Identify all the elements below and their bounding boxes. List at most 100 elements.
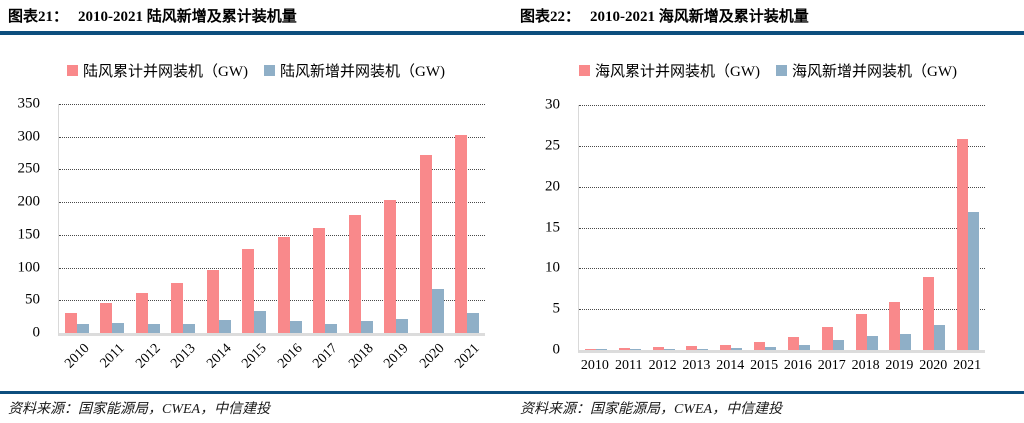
bar-cumulative-2017	[313, 227, 326, 333]
bar-cumulative-2020	[419, 155, 432, 333]
bar-group-2011	[95, 302, 131, 333]
gridline	[59, 169, 485, 171]
bar-group-2019	[379, 199, 415, 333]
bar-group-2021	[450, 135, 486, 333]
bar-group-2015	[237, 249, 273, 333]
bar-cumulative-2016	[277, 236, 290, 333]
y-tick-label: 5	[552, 300, 561, 317]
bar-new-2016	[289, 320, 302, 333]
bar-group-2020	[414, 155, 450, 333]
bar-cumulative-2012	[652, 346, 664, 350]
x-tick-label: 2016	[783, 358, 812, 373]
gridline	[579, 105, 985, 106]
legend-label: 陆风累计并网装机（GW)	[83, 64, 248, 80]
x-tick-label: 2011	[97, 341, 128, 372]
x-tick-label: 2019	[885, 358, 914, 373]
chart-caption-title: 2010-2021 陆风新增及累计装机量	[78, 9, 297, 25]
bar-group-2012	[647, 346, 681, 350]
gridline	[579, 186, 985, 188]
y-tick-label: 15	[545, 219, 560, 235]
bar-group-2012	[130, 293, 166, 333]
bar-new-2021	[968, 212, 980, 350]
chart-caption: 图表22： 2010-2021 海风新增及累计装机量	[520, 5, 809, 26]
bar-cumulative-2013	[686, 346, 698, 350]
y-tick-label: 350	[17, 95, 41, 112]
gridline	[579, 145, 985, 147]
y-tick-label: 0	[32, 324, 41, 341]
legend-swatch-icon	[264, 65, 275, 76]
y-tick-label: 250	[17, 160, 41, 177]
bar-new-2015	[254, 311, 267, 333]
bar-group-2020	[917, 276, 951, 350]
bar-cumulative-2016	[787, 336, 799, 350]
y-tick-label: 100	[17, 259, 41, 276]
title-divider	[512, 31, 1024, 35]
bar-cumulative-2015	[754, 341, 766, 350]
gridline	[59, 267, 485, 269]
legend-swatch-icon	[776, 65, 787, 76]
x-tick-label: 2015	[750, 358, 779, 373]
x-tick-label: 2020	[416, 341, 448, 372]
y-tick-label: 50	[25, 291, 40, 308]
bar-cumulative-2019	[384, 199, 397, 333]
plot-wrap: 0 5 10 15 20 25 30 2010 2011 2012 2013 2014 2015 201…	[545, 97, 985, 373]
bar-cumulative-2018	[348, 215, 361, 333]
gridline	[579, 268, 985, 270]
legend-item: 海风新增并网装机（GW)	[776, 60, 957, 81]
chart-caption: 图表21： 2010-2021 陆风新增及累计装机量	[8, 5, 297, 26]
bar-new-2017	[832, 340, 844, 350]
bar-new-2011	[112, 322, 125, 333]
bar-group-2019	[883, 301, 917, 350]
x-tick-label: 2021	[953, 358, 982, 373]
x-tick-label: 2012	[648, 358, 677, 373]
bar-group-2016	[272, 236, 308, 333]
bar-new-2010	[595, 349, 607, 350]
y-tick-label: 300	[17, 128, 41, 145]
bar-new-2016	[798, 345, 810, 350]
x-tick-label: 2019	[381, 341, 412, 372]
bar-cumulative-2014	[720, 344, 732, 350]
bar-cumulative-2011	[618, 348, 630, 350]
chart-caption-label: 图表21：	[8, 9, 69, 25]
bar-new-2020	[934, 324, 946, 350]
chart-caption-label: 图表22：	[520, 9, 581, 25]
bar-new-2013	[697, 349, 709, 350]
bar-cumulative-2010	[64, 313, 77, 333]
bar-group-2017	[816, 327, 850, 350]
y-axis-labels: 0 50 100 150 200 250 300 350	[0, 96, 46, 341]
bar-new-2013	[183, 323, 196, 333]
x-tick-label: 2016	[274, 341, 306, 372]
bar-group-2021	[951, 139, 985, 350]
x-tick-label: 2017	[310, 341, 341, 372]
bar-group-2016	[782, 336, 816, 350]
bar-group-2010	[579, 348, 613, 350]
bar-cumulative-2011	[100, 302, 113, 333]
bar-cumulative-2010	[584, 348, 596, 350]
bar-cumulative-2021	[455, 135, 468, 333]
bar-new-2012	[147, 323, 160, 333]
bar-group-2013	[680, 346, 714, 350]
bar-new-2015	[765, 347, 777, 350]
y-tick-label: 30	[545, 96, 560, 113]
x-tick-label: 2018	[345, 341, 377, 372]
bar-new-2010	[76, 323, 89, 333]
legend-label: 陆风新增并网装机（GW)	[280, 64, 445, 80]
y-tick-label: 200	[17, 193, 41, 210]
source-divider	[0, 391, 512, 394]
y-tick-label: 10	[545, 259, 560, 276]
bar-group-2014	[201, 270, 237, 333]
chart-panel-onshore: 图表21： 2010-2021 陆风新增及累计装机量 陆风累计并网装机（GW) 陆风…	[0, 5, 512, 417]
bar-group-2011	[613, 348, 647, 350]
legend-item: 陆风累计并网装机（GW)	[67, 60, 248, 81]
x-tick-label: 2010	[580, 358, 609, 373]
bar-group-2018	[850, 314, 884, 350]
x-tick-label: 2021	[452, 341, 483, 372]
bar-new-2011	[629, 349, 641, 350]
y-tick-label: 25	[545, 137, 560, 154]
x-tick-label: 2020	[919, 358, 948, 373]
bar-cumulative-2012	[135, 293, 148, 333]
bar-group-2013	[166, 282, 202, 333]
legend-item: 陆风新增并网装机（GW)	[264, 60, 445, 81]
bar-groups	[579, 105, 985, 350]
